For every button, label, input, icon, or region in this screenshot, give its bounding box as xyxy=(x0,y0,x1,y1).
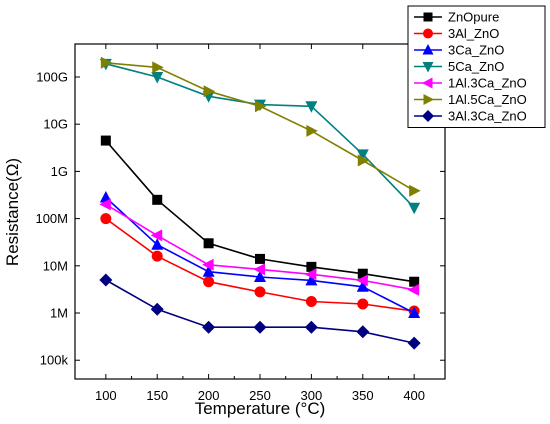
data-point-3al-3ca-zno xyxy=(202,320,216,334)
data-point-1al-5ca-zno xyxy=(203,85,216,98)
data-point-3al-3ca-zno xyxy=(304,320,318,334)
data-point-3ca-zno xyxy=(408,306,421,319)
data-point-1al-3ca-zno xyxy=(99,198,111,211)
legend-label: 3Ca_ZnO xyxy=(448,43,504,58)
data-point-znopure xyxy=(255,253,265,264)
axis-ticks: 100 150 200 250 300 350 400 100k 1M 10M 100M 1G 10G 1… xyxy=(35,44,445,403)
x-tick-label: 400 xyxy=(403,388,425,403)
data-point-3al-3ca-zno xyxy=(150,302,164,316)
x-tick-label: 300 xyxy=(301,388,323,403)
data-point-3ca-zno xyxy=(202,265,215,277)
data-point-3al-zno xyxy=(357,298,369,310)
data-point-1al-5ca-zno xyxy=(306,124,318,137)
data-point-1al-5ca-zno xyxy=(357,154,370,167)
data-point-3al-3ca-zno xyxy=(99,273,113,287)
data-point-1al-3ca-zno xyxy=(356,274,368,287)
data-point-1al-3ca-zno xyxy=(150,229,163,242)
data-point-1al-3ca-zno xyxy=(202,258,214,271)
x-tick-label: 250 xyxy=(249,388,271,403)
data-point-3al-zno xyxy=(151,250,163,262)
legend-marker xyxy=(423,28,433,39)
y-axis-title: Resistance(Ω) xyxy=(3,158,22,266)
y-tick-label: 100G xyxy=(36,69,68,84)
legend-marker xyxy=(422,62,434,73)
y-tick-label: 10G xyxy=(43,117,68,132)
series-line-5ca-zno xyxy=(105,63,415,209)
x-tick-label: 100 xyxy=(95,388,117,403)
y-tick-label: 100k xyxy=(40,353,69,368)
series-line-1al-5ca-zno xyxy=(105,62,415,192)
data-point-1al-5ca-zno xyxy=(409,184,421,197)
series-3al-zno xyxy=(100,213,420,317)
legend-label: ZnOpure xyxy=(448,10,499,25)
data-point-3ca-zno xyxy=(356,280,369,292)
data-point-1al-3ca-zno xyxy=(304,268,317,281)
data-point-1al-3ca-zno xyxy=(253,263,265,276)
x-tick-label: 350 xyxy=(352,388,374,403)
data-point-5ca-zno xyxy=(305,101,318,113)
data-point-znopure xyxy=(306,261,317,272)
data-point-znopure xyxy=(357,268,368,279)
data-point-3ca-zno xyxy=(151,238,164,250)
y-tick-label: 1G xyxy=(51,164,68,179)
x-tick-label: 150 xyxy=(146,388,168,403)
data-point-znopure xyxy=(152,194,163,205)
data-point-znopure xyxy=(409,276,420,287)
data-point-3al-3ca-zno xyxy=(407,336,421,350)
data-point-3al-zno xyxy=(203,276,215,288)
legend-label: 1Al.3Ca_ZnO xyxy=(448,76,527,91)
data-point-3ca-zno xyxy=(254,270,266,282)
data-point-3al-zno xyxy=(254,286,266,298)
legend-marker xyxy=(423,94,434,105)
series-layer xyxy=(99,56,421,350)
data-point-1al-5ca-zno xyxy=(152,61,164,74)
data-point-1al-5ca-zno xyxy=(255,100,267,113)
legend-label: 1Al.5Ca_ZnO xyxy=(448,92,527,107)
series-3al-3ca-zno xyxy=(99,273,421,350)
legend-label: 3Al.3Ca_ZnO xyxy=(448,109,527,124)
legend-marker xyxy=(423,12,433,22)
legend-label: 5Ca_ZnO xyxy=(448,59,504,74)
data-point-1al-3ca-zno xyxy=(407,283,420,296)
x-axis-title: Temperature (°C) xyxy=(195,399,326,418)
y-tick-label: 10M xyxy=(43,258,68,273)
data-point-znopure xyxy=(203,238,214,249)
data-point-3al-3ca-zno xyxy=(253,320,267,334)
x-tick-label: 200 xyxy=(198,388,220,403)
series-1al-5ca-zno xyxy=(100,56,421,197)
data-point-1al-5ca-zno xyxy=(100,56,113,69)
data-point-3al-zno xyxy=(305,296,317,308)
series-znopure xyxy=(100,135,420,287)
data-point-5ca-zno xyxy=(151,71,164,84)
data-point-3al-3ca-zno xyxy=(356,325,370,339)
data-point-3ca-zno xyxy=(305,273,318,286)
legend-label: 3Al_ZnO xyxy=(448,26,499,41)
legend-marker xyxy=(422,77,433,89)
data-point-3al-zno xyxy=(100,213,112,225)
y-tick-label: 1M xyxy=(50,306,68,321)
data-point-5ca-zno xyxy=(356,149,369,161)
data-point-znopure xyxy=(100,135,111,146)
data-point-5ca-zno xyxy=(408,202,421,215)
y-tick-label: 100M xyxy=(35,211,68,226)
series-5ca-zno xyxy=(99,58,421,215)
legend-marker xyxy=(422,44,434,55)
series-1al-3ca-zno xyxy=(99,198,420,296)
legend-marker xyxy=(422,110,434,122)
